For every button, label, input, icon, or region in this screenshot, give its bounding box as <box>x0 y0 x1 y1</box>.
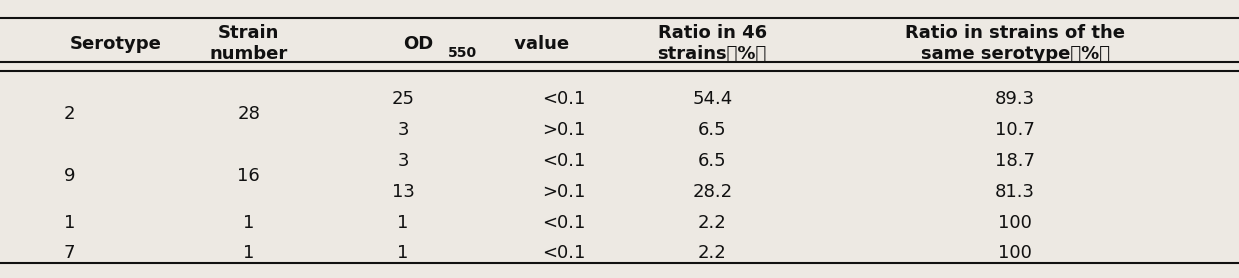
Text: <0.1: <0.1 <box>543 244 586 262</box>
Text: Ratio in 46
strains（%）: Ratio in 46 strains（%） <box>658 24 767 63</box>
Text: 1: 1 <box>63 214 76 232</box>
Text: 13: 13 <box>392 183 415 201</box>
Text: 16: 16 <box>237 167 260 185</box>
Text: >0.1: >0.1 <box>543 121 586 139</box>
Text: Ratio in strains of the
same serotype（%）: Ratio in strains of the same serotype（%） <box>906 24 1125 63</box>
Text: 2: 2 <box>63 105 76 123</box>
Text: 28.2: 28.2 <box>693 183 732 201</box>
Text: 1: 1 <box>243 214 254 232</box>
Text: 100: 100 <box>999 214 1032 232</box>
Text: value: value <box>508 35 570 53</box>
Text: OD: OD <box>403 35 434 53</box>
Text: 89.3: 89.3 <box>995 90 1035 108</box>
Text: 25: 25 <box>392 90 415 108</box>
Text: 18.7: 18.7 <box>995 152 1035 170</box>
Text: 54.4: 54.4 <box>693 90 732 108</box>
Text: Serotype: Serotype <box>69 35 161 53</box>
Text: 2.2: 2.2 <box>698 244 726 262</box>
Text: 3: 3 <box>398 152 409 170</box>
Text: 9: 9 <box>63 167 76 185</box>
Text: 6.5: 6.5 <box>698 152 726 170</box>
Text: >0.1: >0.1 <box>543 183 586 201</box>
Text: 2.2: 2.2 <box>698 214 726 232</box>
Text: 1: 1 <box>398 244 409 262</box>
Text: <0.1: <0.1 <box>543 90 586 108</box>
Text: 1: 1 <box>243 244 254 262</box>
Text: <0.1: <0.1 <box>543 152 586 170</box>
Text: 28: 28 <box>237 105 260 123</box>
Text: 1: 1 <box>398 214 409 232</box>
Text: 6.5: 6.5 <box>698 121 726 139</box>
Text: 100: 100 <box>999 244 1032 262</box>
Text: 7: 7 <box>63 244 76 262</box>
Text: <0.1: <0.1 <box>543 214 586 232</box>
Text: 81.3: 81.3 <box>995 183 1035 201</box>
Text: Strain
number: Strain number <box>209 24 287 63</box>
Text: 3: 3 <box>398 121 409 139</box>
Text: 10.7: 10.7 <box>995 121 1035 139</box>
Text: 550: 550 <box>447 46 477 59</box>
